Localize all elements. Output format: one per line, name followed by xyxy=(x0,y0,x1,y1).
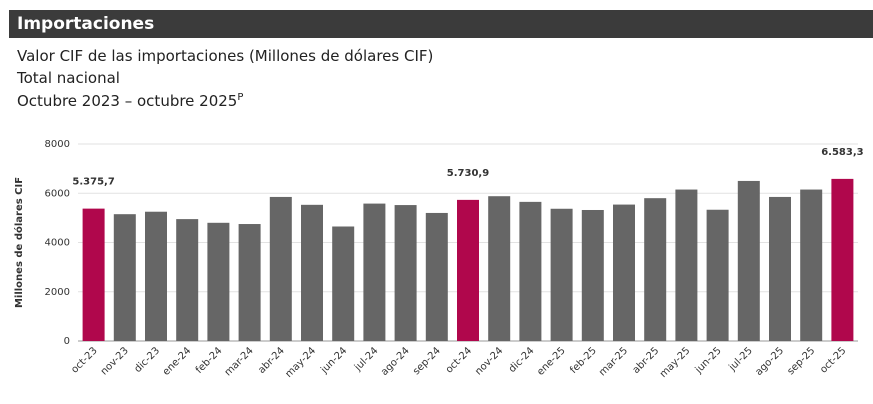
bar xyxy=(581,209,604,341)
y-tick-label: 8000 xyxy=(45,139,70,150)
x-tick-label: mar-24 xyxy=(223,345,256,378)
bar xyxy=(800,189,823,341)
bar xyxy=(113,214,136,341)
y-tick-label: 4000 xyxy=(45,238,70,249)
bar xyxy=(176,219,199,341)
bar xyxy=(207,222,230,341)
chart-title: Valor CIF de las importaciones (Millones… xyxy=(17,47,434,65)
x-tick-label: oct-23 xyxy=(69,345,99,375)
y-axis-label: Millones de dólares CIF xyxy=(13,177,25,308)
x-tick-label: oct-25 xyxy=(818,345,848,375)
bar xyxy=(457,199,479,341)
x-tick-label: may-24 xyxy=(284,345,319,380)
x-tick-label: ene-25 xyxy=(535,345,568,378)
bar xyxy=(425,212,448,341)
bar xyxy=(269,196,292,341)
header-title: Importaciones xyxy=(9,10,873,38)
bar xyxy=(519,201,542,341)
value-label: 5.730,9 xyxy=(447,168,489,179)
period-superscript: P xyxy=(237,92,244,103)
x-tick-label: ago-25 xyxy=(754,345,787,378)
bar xyxy=(301,204,323,341)
x-tick-label: nov-23 xyxy=(99,345,131,377)
chart-subtitle: Total nacional xyxy=(17,69,120,87)
bar xyxy=(363,203,386,341)
x-tick-label: feb-25 xyxy=(568,345,599,376)
y-tick-label: 2000 xyxy=(45,287,70,298)
bar xyxy=(769,196,791,341)
x-tick-label: abr-25 xyxy=(631,345,662,376)
x-tick-label: sep-25 xyxy=(785,345,817,377)
bar xyxy=(737,180,760,341)
bar xyxy=(831,178,854,341)
x-tick-label: jun-25 xyxy=(693,345,724,376)
bar xyxy=(145,211,167,341)
bar xyxy=(238,224,261,341)
x-tick-label: jul-25 xyxy=(726,345,754,373)
bar xyxy=(82,208,105,341)
period: Octubre 2023 – octubre 2025P xyxy=(17,92,243,110)
x-tick-label: jul-24 xyxy=(352,345,380,373)
value-label: 5.375,7 xyxy=(72,177,114,188)
bar xyxy=(550,208,573,341)
bar xyxy=(675,189,698,341)
x-tick-label: dic-24 xyxy=(507,345,537,375)
x-tick-label: ago-24 xyxy=(379,345,412,378)
x-tick-label: mar-25 xyxy=(597,345,630,378)
x-tick-label: may-25 xyxy=(658,345,693,380)
bar xyxy=(332,226,355,341)
x-tick-label: nov-24 xyxy=(473,345,505,377)
x-tick-label: feb-24 xyxy=(194,345,225,376)
bar xyxy=(613,204,635,341)
x-tick-label: dic-23 xyxy=(132,345,162,375)
period-text: Octubre 2023 – octubre 2025 xyxy=(17,92,238,110)
bar xyxy=(394,205,417,341)
y-tick-label: 6000 xyxy=(45,188,70,199)
y-tick-label: 0 xyxy=(64,336,70,347)
x-tick-label: sep-24 xyxy=(411,345,443,377)
value-label: 6.583,3 xyxy=(821,147,863,158)
bar xyxy=(488,196,511,341)
bar xyxy=(644,198,667,341)
x-tick-label: ene-24 xyxy=(161,345,194,378)
bar xyxy=(706,209,729,341)
x-tick-label: oct-24 xyxy=(444,345,474,375)
x-tick-label: jun-24 xyxy=(318,345,349,376)
x-tick-label: abr-24 xyxy=(256,345,287,376)
